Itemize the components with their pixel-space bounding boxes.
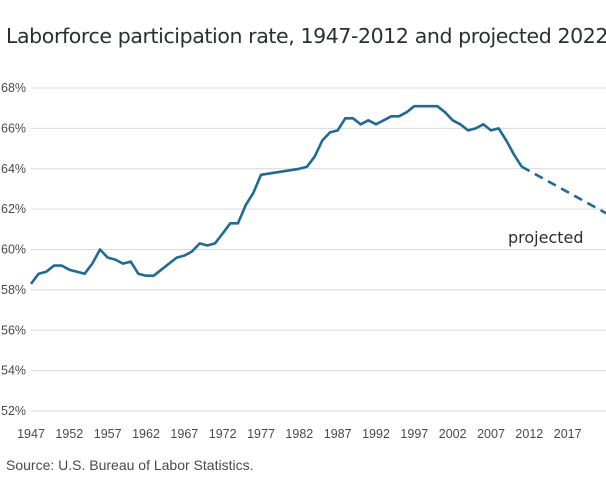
y-axis-ticks: 52% 54% 56% 58% 60% 62% 64% 66% 68% (1, 81, 26, 418)
y-tick-label: 58% (1, 283, 26, 297)
series-lines (29, 104, 606, 285)
x-tick-label: 1962 (132, 427, 160, 441)
x-axis-ticks: 1947 1952 1957 1962 1967 1972 1977 1982 1987 1992… (17, 427, 582, 441)
projected-series-line (521, 165, 606, 215)
x-tick-label: 1957 (94, 427, 122, 441)
x-tick-label: 1997 (400, 427, 428, 441)
source-note: Source: U.S. Bureau of Labor Statistics. (6, 457, 254, 473)
x-tick-label: 1952 (55, 427, 83, 441)
y-tick-label: 52% (1, 404, 26, 418)
x-tick-label: 1947 (17, 427, 45, 441)
x-tick-label: 1972 (209, 427, 237, 441)
y-tick-label: 66% (1, 121, 26, 135)
y-tick-label: 62% (1, 202, 26, 216)
x-tick-label: 2017 (554, 427, 582, 441)
historical-series-line (29, 104, 523, 285)
grid-lines (31, 87, 606, 412)
x-tick-label: 1982 (285, 427, 313, 441)
y-tick-label: 54% (1, 364, 26, 378)
y-tick-label: 60% (1, 243, 26, 257)
x-tick-label: 1977 (247, 427, 275, 441)
y-tick-label: 64% (1, 162, 26, 176)
y-tick-label: 56% (1, 323, 26, 337)
chart-title: Laborforce participation rate, 1947-2012… (6, 24, 606, 48)
y-tick-label: 68% (1, 81, 26, 95)
x-tick-label: 2012 (515, 427, 543, 441)
x-tick-label: 1967 (170, 427, 198, 441)
x-tick-label: 2002 (439, 427, 467, 441)
x-tick-label: 1992 (362, 427, 390, 441)
x-tick-label: 1987 (324, 427, 352, 441)
x-tick-label: 2007 (477, 427, 505, 441)
projected-annotation: projected (508, 228, 584, 247)
